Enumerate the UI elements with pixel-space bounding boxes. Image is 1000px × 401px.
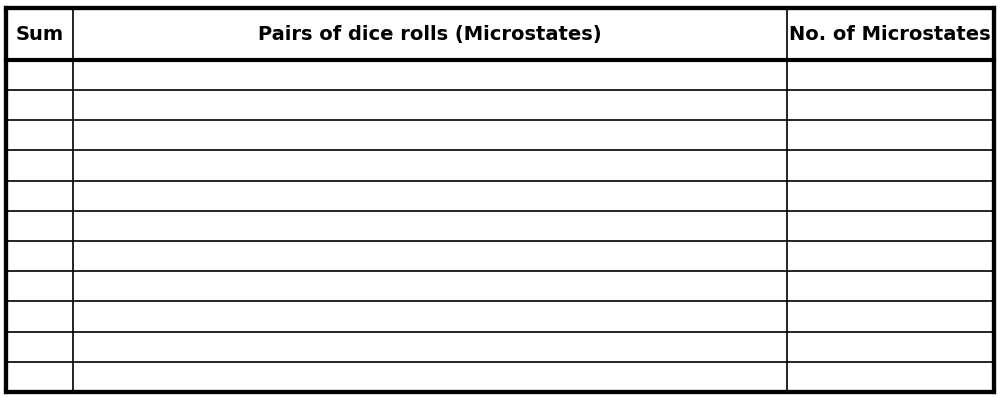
Text: Pairs of dice rolls (Microstates): Pairs of dice rolls (Microstates)	[258, 25, 602, 44]
Text: No. of Microstates: No. of Microstates	[789, 25, 991, 44]
Text: Sum: Sum	[16, 25, 64, 44]
